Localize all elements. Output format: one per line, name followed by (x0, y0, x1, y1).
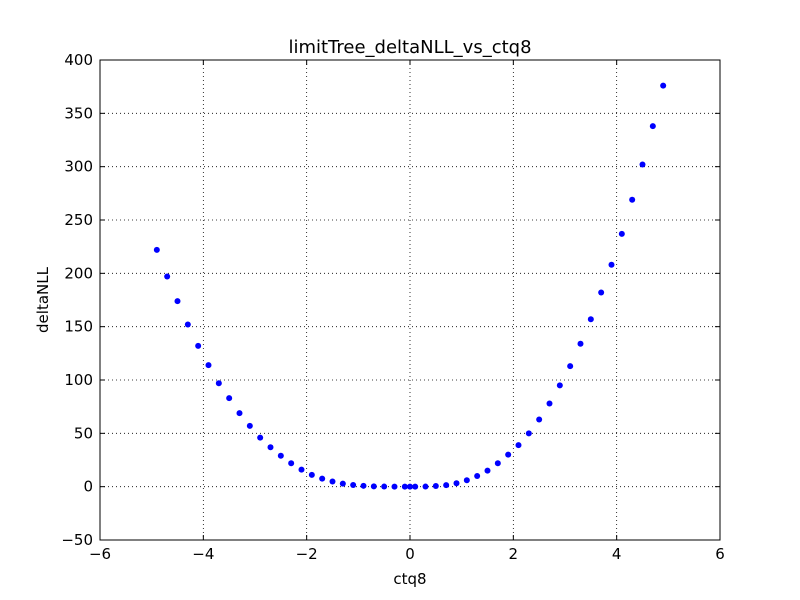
data-point (308, 471, 315, 478)
data-point (153, 246, 160, 253)
x-axis-label: ctq8 (393, 570, 426, 588)
data-point (370, 483, 377, 490)
y-tick-label: −50 (61, 531, 93, 549)
data-point (608, 261, 615, 268)
data-point (350, 481, 357, 488)
data-point (598, 289, 605, 296)
data-point (422, 483, 429, 490)
data-point (288, 460, 295, 467)
data-point (226, 395, 233, 402)
y-tick-label: 350 (64, 104, 93, 122)
data-point (484, 467, 491, 474)
data-point (525, 430, 532, 437)
y-tick-label: 200 (64, 264, 93, 282)
data-point (556, 382, 563, 389)
points-layer (153, 82, 667, 490)
data-point (360, 482, 367, 489)
data-point (277, 452, 284, 459)
data-point (587, 316, 594, 323)
data-point (515, 442, 522, 449)
data-point (629, 196, 636, 203)
y-tick-label: 400 (64, 51, 93, 69)
data-point (401, 483, 408, 490)
y-tick-label: 50 (74, 424, 93, 442)
x-tick-label: −2 (296, 545, 318, 563)
data-point (215, 380, 222, 387)
data-point (536, 416, 543, 423)
data-point (639, 161, 646, 168)
data-point (184, 321, 191, 328)
data-point (298, 466, 305, 473)
data-point (246, 422, 253, 429)
data-point (649, 123, 656, 130)
data-point (236, 410, 243, 417)
data-point (505, 451, 512, 458)
data-point (164, 273, 171, 280)
data-point (412, 483, 419, 490)
data-point (546, 400, 553, 407)
data-point (381, 483, 388, 490)
data-point (494, 460, 501, 467)
x-tick-label: 2 (509, 545, 519, 563)
x-tick-label: 6 (715, 545, 725, 563)
x-tick-label: 4 (612, 545, 622, 563)
grid-layer (100, 60, 720, 540)
x-tick-label: 0 (405, 545, 415, 563)
data-point (618, 230, 625, 237)
data-point (474, 473, 481, 479)
x-tick-label: −6 (89, 545, 111, 563)
y-tick-label: 100 (64, 371, 93, 389)
data-point (660, 82, 667, 89)
y-tick-label: 0 (83, 478, 93, 496)
y-tick-label: 250 (64, 211, 93, 229)
data-point (329, 478, 336, 485)
data-point (407, 483, 413, 490)
data-point (432, 483, 439, 490)
data-point (174, 298, 181, 305)
data-point (391, 483, 398, 490)
data-point (443, 482, 450, 489)
data-point (267, 444, 274, 451)
data-point (453, 480, 460, 487)
data-point (339, 480, 346, 487)
data-point (463, 477, 470, 484)
x-tick-label: −4 (192, 545, 214, 563)
data-point (577, 340, 584, 347)
y-tick-label: 300 (64, 158, 93, 176)
y-tick-label: 150 (64, 318, 93, 336)
data-point (257, 434, 264, 441)
chart-title: limitTree_deltaNLL_vs_ctq8 (288, 37, 531, 58)
data-point (195, 342, 202, 349)
data-point (205, 362, 212, 369)
data-point (567, 363, 574, 370)
data-point (319, 475, 326, 482)
y-axis-label: deltaNLL (34, 266, 52, 333)
ticks-layer: −6 −4 −2 0 2 4 6 −50 0 50 100 150 200 250 300 350 400 (61, 51, 724, 563)
